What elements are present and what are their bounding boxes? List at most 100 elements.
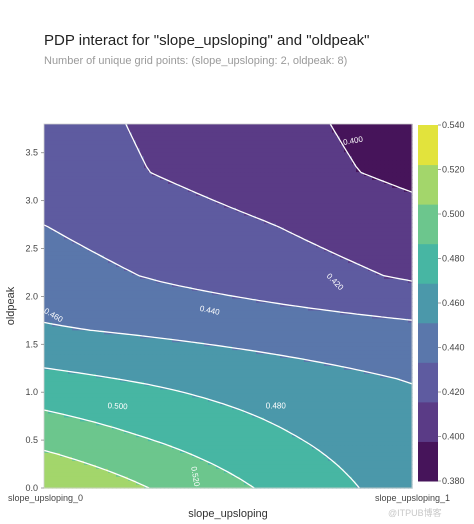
contour-cell xyxy=(48,436,53,442)
contour-cell xyxy=(148,353,153,359)
contour-cell xyxy=(136,365,141,370)
contour-cell xyxy=(296,460,301,465)
contour-cell xyxy=(212,274,217,279)
contour-cell xyxy=(96,321,101,327)
contour-cell xyxy=(384,432,389,438)
contour-cell xyxy=(404,420,409,426)
contour-cell xyxy=(304,341,309,347)
contour-cell xyxy=(332,480,337,485)
contour-cell xyxy=(196,357,201,362)
contour-cell xyxy=(292,349,297,355)
contour-cell xyxy=(292,404,297,410)
contour-cell xyxy=(292,456,297,461)
contour-cell xyxy=(184,369,189,374)
contour-cell xyxy=(276,333,281,339)
contour-cell xyxy=(180,294,185,299)
contour-cell xyxy=(392,317,397,323)
contour-cell xyxy=(76,393,81,398)
contour-cell xyxy=(164,381,169,386)
contour-cell xyxy=(232,476,237,481)
contour-cell xyxy=(252,404,257,410)
contour-cell xyxy=(240,317,245,323)
contour-cell xyxy=(80,389,85,394)
contour-cell xyxy=(252,416,257,422)
contour-cell xyxy=(48,377,53,382)
contour-cell xyxy=(384,286,389,291)
contour-cell xyxy=(208,440,213,446)
contour-cell xyxy=(248,377,253,382)
contour-cell xyxy=(188,476,193,481)
contour-cell xyxy=(124,341,129,347)
contour-cell xyxy=(188,302,193,307)
contour-cell xyxy=(76,278,81,283)
contour-cell xyxy=(204,282,209,287)
contour-cell xyxy=(316,302,321,307)
contour-cell xyxy=(156,325,161,331)
contour-cell xyxy=(120,341,125,347)
contour-cell xyxy=(84,393,89,398)
contour-cell xyxy=(368,428,373,434)
contour-cell xyxy=(380,325,385,331)
contour-cell xyxy=(248,329,253,335)
contour-cell xyxy=(228,369,233,374)
contour-cell xyxy=(404,286,409,291)
contour-cell xyxy=(88,317,93,323)
contour-cell xyxy=(236,290,241,295)
contour-cell xyxy=(108,476,113,481)
contour-cell xyxy=(228,282,233,287)
contour-cell xyxy=(356,377,361,382)
contour-cell xyxy=(48,278,53,283)
contour-cell xyxy=(220,456,225,461)
contour-cell xyxy=(140,345,145,351)
contour-cell xyxy=(76,464,81,469)
contour-cell xyxy=(232,408,237,414)
contour-cell xyxy=(364,294,369,299)
contour-cell xyxy=(236,436,241,442)
contour-cell xyxy=(252,282,257,287)
contour-cell xyxy=(364,456,369,461)
contour-cell xyxy=(184,353,189,359)
contour-cell xyxy=(244,397,249,402)
contour-cell xyxy=(380,345,385,351)
contour-cell xyxy=(372,373,377,378)
contour-cell xyxy=(208,349,213,355)
contour-cell xyxy=(288,274,293,279)
contour-cell xyxy=(76,416,81,422)
contour-cell xyxy=(356,452,361,457)
contour-cell xyxy=(392,436,397,442)
contour-cell xyxy=(80,373,85,378)
contour-cell xyxy=(128,424,133,430)
contour-cell xyxy=(324,464,329,469)
contour-cell xyxy=(156,400,161,406)
contour-cell xyxy=(144,369,149,374)
contour-cell xyxy=(48,290,53,295)
contour-cell xyxy=(60,274,65,279)
contour-cell xyxy=(52,329,57,335)
contour-cell xyxy=(304,349,309,355)
contour-cell xyxy=(408,456,413,461)
contour-cell xyxy=(88,286,93,291)
contour-cell xyxy=(220,480,225,485)
contour-cell xyxy=(120,309,125,315)
contour-cell xyxy=(344,400,349,406)
contour-cell xyxy=(96,412,101,418)
contour-cell xyxy=(176,424,181,430)
contour-cell xyxy=(372,480,377,485)
contour-cell xyxy=(280,468,285,473)
contour-cell xyxy=(356,309,361,315)
contour-cell xyxy=(68,286,73,291)
contour-cell xyxy=(192,412,197,418)
contour-cell xyxy=(144,270,149,275)
contour-cell xyxy=(100,424,105,430)
contour-cell xyxy=(356,278,361,283)
contour-cell xyxy=(388,428,393,434)
contour-cell xyxy=(124,313,129,319)
contour-cell xyxy=(252,353,257,359)
contour-cell xyxy=(72,416,77,422)
contour-cell xyxy=(340,393,345,398)
contour-cell xyxy=(108,480,113,485)
contour-cell xyxy=(300,448,305,453)
contour-cell xyxy=(280,317,285,323)
contour-cell xyxy=(232,424,237,430)
contour-cell xyxy=(280,480,285,485)
